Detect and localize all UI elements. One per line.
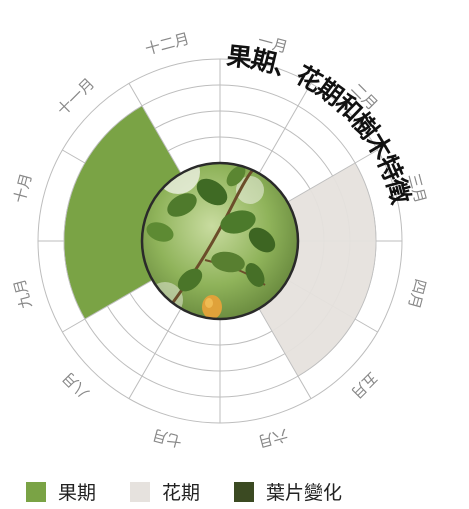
month-label: 六月 — [256, 425, 290, 450]
legend-swatch-leaf — [234, 481, 255, 502]
legend-swatch-flower — [130, 481, 151, 502]
legend-item-leaf: 葉片變化 — [234, 478, 342, 505]
legend-label-leaf: 葉片變化 — [266, 482, 343, 504]
month-label: 八月 — [59, 368, 93, 402]
center-ring — [140, 161, 300, 321]
center-leaf-photo — [142, 163, 298, 319]
legend: 果期 花期 葉片變化 — [26, 478, 376, 505]
month-label: 十二月 — [143, 29, 191, 58]
legend-item-flower: 花期 — [130, 478, 200, 505]
legend-swatch-fruit — [26, 481, 46, 502]
legend-label-flower: 花期 — [162, 482, 201, 504]
month-label: 九月 — [10, 277, 35, 311]
month-label: 四月 — [404, 277, 429, 311]
grid-spoke — [258, 83, 312, 174]
grid-spoke — [128, 308, 182, 399]
legend-label-fruit: 果期 — [58, 482, 97, 504]
month-label: 七月 — [150, 425, 184, 450]
title-glyph: 果 — [225, 41, 253, 72]
month-label: 十月 — [10, 171, 35, 205]
month-label: 五月 — [347, 368, 381, 402]
legend-item-fruit: 果期 — [26, 478, 96, 505]
